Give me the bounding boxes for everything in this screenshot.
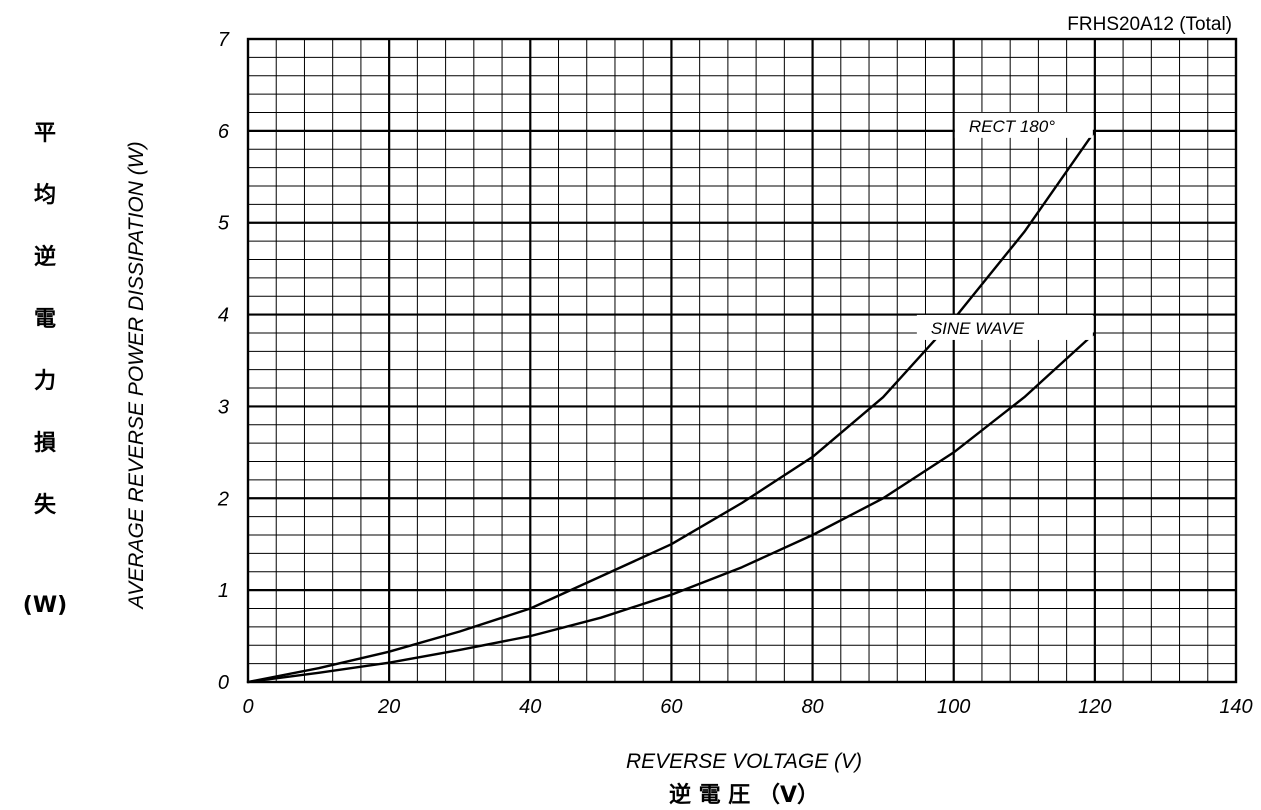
x-tick-label: 100 [937,696,970,718]
y-tick-label: 3 [218,396,229,418]
series-sine-wave-label-background [916,314,1093,340]
y-tick-label: 5 [218,213,230,235]
x-tick-label: 140 [1219,696,1252,718]
x-tick-labels: 0 20 40 60 80 100 120 140 [242,696,1252,718]
x-axis-title: REVERSE VOLTAGE (V) [626,750,862,773]
y-tick-label: 0 [218,672,229,694]
major-grid [248,39,1236,682]
y-axis-title-jp-char: 失 [34,493,57,518]
chart-title: FRHS20A12 (Total) [1067,14,1232,35]
y-axis-title-jp-unit: (W) [23,593,67,618]
series-sine-wave-label: SINE WAVE [931,319,1025,338]
x-axis-title-jp: 逆 電 圧 （V） [669,782,819,808]
minor-grid [248,39,1236,682]
y-axis-title-jp-char: 力 [34,369,56,394]
y-tick-label: 7 [218,29,230,51]
y-tick-label: 1 [218,580,229,602]
y-axis-title-jp-char: 逆 [34,244,56,270]
y-tick-label: 6 [218,121,230,143]
series-rect-180-label-background [954,112,1093,138]
x-tick-label: 40 [519,696,541,718]
y-axis-title-jp-char: 平 [34,121,56,146]
x-tick-label: 80 [801,696,823,718]
y-axis-title-jp-char: 電 [34,307,56,332]
series-sine-wave-line [246,331,1097,684]
x-tick-label: 0 [242,696,253,718]
x-tick-label: 60 [660,696,682,718]
x-tick-label: 120 [1078,696,1111,718]
series-layer: RECT 180° SINE WAVE [246,112,1097,684]
x-tick-label: 20 [377,696,400,718]
y-axis-title: AVERAGE REVERSE POWER DISSIPATION (W) [125,141,148,610]
y-tick-label: 2 [217,488,229,510]
y-axis-title-jp-char: 均 [34,182,56,208]
plot-frame [246,37,1238,684]
y-tick-labels: 0 1 2 3 4 5 6 7 [217,29,230,694]
series-rect-180-label: RECT 180° [969,117,1055,136]
y-axis-title-jp-char: 損 [34,431,57,456]
y-tick-label: 4 [218,305,229,327]
